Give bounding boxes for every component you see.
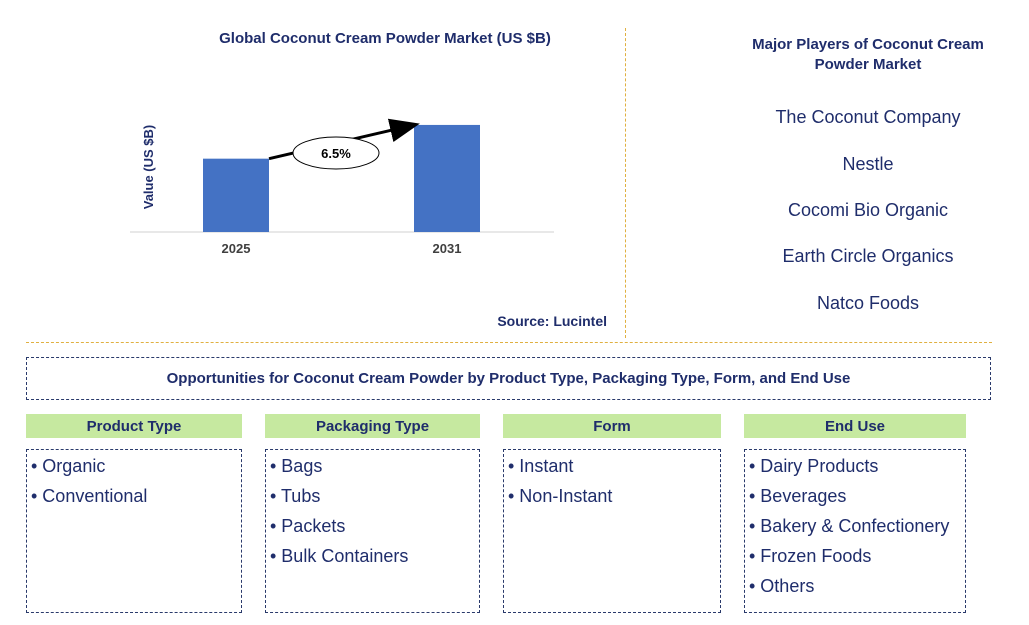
category-list: • Bags • Tubs • Packets • Bulk Containers [265, 449, 480, 613]
player-name: Natco Foods [816, 293, 920, 313]
category-header: Packaging Type [265, 414, 480, 438]
category-list: • Organic • Conventional [26, 449, 242, 613]
source-label: Source: Lucintel [497, 313, 607, 329]
x-tick-label: 2031 [433, 241, 462, 256]
cagr-ellipse [292, 136, 380, 170]
y-axis-label: Value (US $B) [141, 125, 156, 210]
category-item: • Conventional [31, 486, 148, 506]
category-list: • Instant • Non-Instant [503, 449, 721, 613]
player-name: Cocomi Bio Organic [787, 200, 949, 220]
bar-chart: Value (US $B) 2025 2031 6.5% [130, 118, 554, 256]
category-item: • Beverages [749, 486, 847, 506]
category-item: • Packets [270, 516, 346, 536]
vertical-divider [625, 28, 626, 338]
category-item: • Tubs [270, 486, 321, 506]
horizontal-divider [26, 342, 992, 343]
chart-title: Global Coconut Cream Powder Market (US $… [219, 30, 551, 47]
category-item: • Non-Instant [508, 486, 613, 506]
category-item: • Others [749, 576, 815, 596]
category-item: • Dairy Products [749, 456, 879, 476]
category-item: • Bulk Containers [270, 546, 409, 566]
category-item: • Frozen Foods [749, 546, 872, 566]
cagr-label: 6.5% [321, 146, 351, 161]
category-item: • Instant [508, 456, 574, 476]
players-title: Major Players of Coconut Cream Powder Ma… [752, 36, 984, 73]
category-header: Form [503, 414, 721, 438]
category-header: Product Type [26, 414, 242, 438]
opportunities-title: Opportunities for Coconut Cream Powder b… [26, 357, 991, 400]
x-tick-label: 2025 [222, 241, 251, 256]
bar-2031 [414, 124, 480, 232]
category-list: • Dairy Products • Beverages • Bakery & Co… [744, 449, 966, 613]
player-name: The Coconut Company [775, 107, 961, 127]
category-item: • Organic [31, 456, 106, 476]
category-item: • Bakery & Confectionery [749, 516, 950, 536]
category-item: • Bags [270, 456, 323, 476]
category-header: End Use [744, 414, 966, 438]
player-name: Earth Circle Organics [782, 246, 954, 266]
player-name: Nestle [842, 154, 894, 174]
bar-2025 [203, 158, 269, 232]
